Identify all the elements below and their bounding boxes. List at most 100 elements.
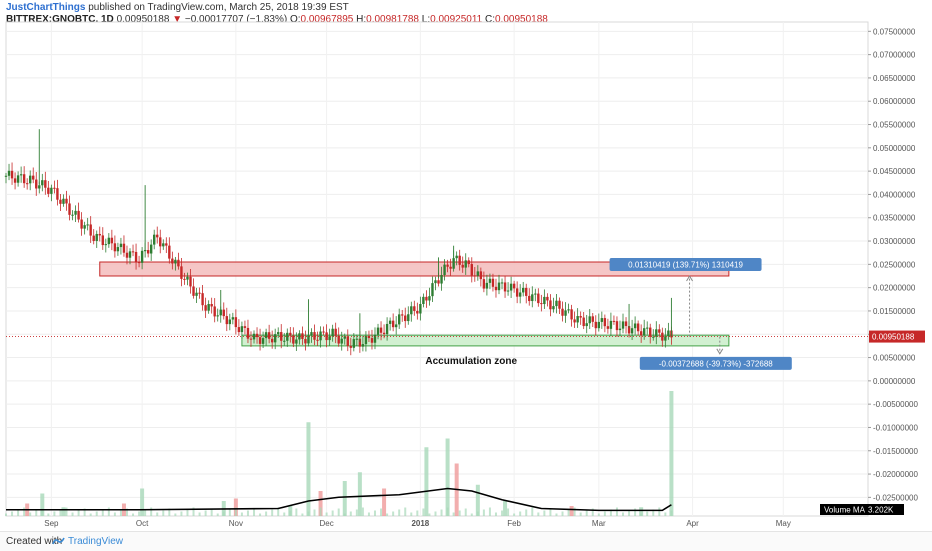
volume-bar: [222, 511, 225, 516]
volume-bar: [361, 507, 364, 516]
candle-body: [95, 233, 98, 241]
candle-body: [177, 259, 180, 267]
candle-body: [110, 237, 114, 244]
volume-bar: [464, 508, 467, 516]
candle-body: [639, 331, 643, 336]
volume-bar: [380, 508, 383, 516]
candle-body: [192, 286, 195, 296]
measure-badge[interactable]: [639, 356, 792, 370]
volume-bar: [246, 510, 249, 516]
x-tick-label: Oct: [136, 519, 149, 528]
candle-body: [588, 316, 591, 324]
candle-body: [295, 339, 298, 344]
high-value: 0.00981788: [366, 14, 419, 25]
candle-body: [576, 316, 579, 323]
volume-bar: [386, 513, 389, 516]
candle-body: [277, 332, 280, 335]
candle-body: [19, 174, 23, 176]
x-tick-label: Feb: [507, 519, 521, 528]
candle-body: [661, 332, 664, 341]
candle-body: [334, 328, 337, 336]
volume-bar: [59, 509, 62, 516]
support-zone[interactable]: [241, 334, 730, 347]
candle-body: [428, 296, 431, 301]
candle-body: [443, 264, 446, 276]
candle-body: [597, 321, 601, 329]
volume-bar: [318, 491, 323, 516]
candle-body: [210, 304, 213, 307]
volume-bar: [634, 508, 637, 516]
candle-body: [609, 320, 613, 329]
candle-body: [500, 282, 504, 284]
candle-body: [47, 187, 50, 194]
volume-bar: [458, 510, 461, 516]
volume-bar: [428, 513, 431, 516]
volume-bar: [501, 510, 504, 516]
candle-body: [255, 333, 259, 338]
candle-body: [189, 276, 192, 287]
volume-bar: [603, 511, 606, 516]
candle-body: [349, 346, 352, 348]
candle-body: [301, 333, 304, 339]
volume-bar: [156, 512, 159, 516]
candle-body: [340, 338, 343, 344]
volume-bar: [271, 509, 274, 516]
candle-body: [531, 294, 534, 302]
volume-bar: [507, 508, 510, 516]
candle-body: [243, 326, 247, 328]
candle-body: [603, 318, 607, 327]
candle-body: [361, 344, 365, 347]
candle-body: [391, 320, 395, 328]
candle-body: [534, 293, 537, 295]
candle-body: [458, 255, 461, 265]
candle-body: [370, 338, 374, 343]
volume-bar: [373, 510, 376, 516]
author-link[interactable]: JustChartThings: [6, 2, 86, 13]
candle-body: [213, 306, 216, 317]
volume-bar: [382, 488, 387, 516]
volume-bar: [628, 510, 631, 516]
volume-bar: [198, 512, 201, 516]
candle-body: [316, 339, 319, 341]
symbol-label[interactable]: BITTREX:GNOBTC, 1D: [6, 14, 114, 25]
candle-body: [204, 305, 207, 311]
volume-bar: [398, 509, 401, 516]
volume-bar: [331, 510, 334, 516]
volume-bar: [597, 513, 600, 516]
candle-body: [546, 296, 549, 301]
volume-bar: [71, 512, 74, 516]
tradingview-brand-link[interactable]: TradingView: [68, 536, 124, 547]
candle-body: [246, 327, 250, 339]
volume-bar: [240, 512, 243, 516]
measure-label: 0.01310419 (139.71%) 1310419: [628, 260, 743, 269]
candle-body: [183, 278, 186, 280]
price-chart[interactable]: 0.07500000 0.07000000 0.06500000 0.06000000…: [0, 0, 932, 531]
y-tick-label: 0.02000000: [873, 284, 916, 293]
candle-body: [146, 250, 150, 254]
candle-body: [32, 175, 35, 180]
candle-body: [543, 296, 546, 305]
candle-body: [509, 283, 513, 291]
candle-body: [107, 237, 111, 245]
candle-body: [612, 320, 616, 322]
candle-body: [319, 331, 322, 341]
volume-bar: [259, 513, 262, 516]
down-arrow-icon: ▼: [172, 14, 183, 25]
candle-body: [482, 279, 486, 289]
volume-bar: [615, 507, 618, 516]
measure-badge[interactable]: [609, 257, 762, 271]
candle-body: [89, 224, 92, 236]
volume-bar: [519, 511, 522, 516]
candle-body: [624, 321, 628, 327]
y-tick-label: -0.02000000: [873, 470, 918, 479]
volume-bar: [343, 513, 346, 516]
volume-bar: [162, 510, 165, 516]
candle-body: [92, 235, 95, 241]
volume-bar: [307, 511, 310, 516]
volume-bar: [65, 507, 68, 516]
candle-body: [407, 314, 410, 322]
candle-body: [540, 303, 543, 305]
volume-bar: [445, 438, 450, 516]
volume-bar: [132, 513, 135, 516]
candle-body: [28, 175, 32, 184]
